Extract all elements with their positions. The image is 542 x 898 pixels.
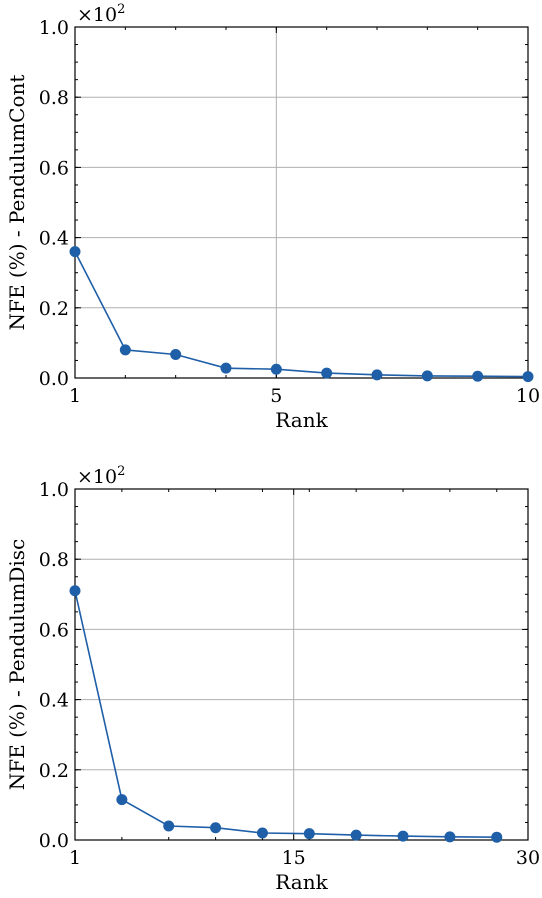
x-tick-label: 30 (516, 847, 540, 869)
data-point (472, 370, 484, 382)
x-tick-label: 5 (270, 385, 282, 407)
y-multiplier: ×102 (77, 464, 125, 488)
y-tick-label: 0.4 (39, 228, 69, 250)
data-point (522, 371, 534, 383)
data-point (163, 820, 175, 832)
chart-1: 0.0 0.2 0.4 0.6 0.8 1.0 1 5 10 ×102 Rank NFE (%) - … (5, 2, 540, 432)
x-tick-label: 10 (516, 385, 540, 407)
plot-frame (74, 488, 529, 841)
y-multiplier-exponent: 2 (117, 2, 125, 17)
plot-frame (74, 26, 529, 379)
data-point (421, 370, 433, 382)
y-axis-label: NFE (%) - PendulumCont (5, 75, 29, 331)
data-point (350, 829, 362, 841)
data-point (397, 830, 409, 842)
x-axis-label: Rank (275, 870, 328, 894)
y-tick-label: 0.6 (39, 619, 69, 641)
data-point (270, 363, 282, 375)
y-tick-label: 0.6 (39, 157, 69, 179)
y-tick-label: 0.2 (39, 298, 69, 320)
series-line (74, 590, 497, 838)
y-tick-label: 0.4 (39, 690, 69, 712)
y-tick-label: 0.8 (39, 87, 69, 109)
y-multiplier-exponent: 2 (117, 464, 125, 479)
data-point (69, 585, 81, 597)
data-point (69, 246, 81, 258)
x-axis-label: Rank (275, 408, 328, 432)
y-multiplier: ×102 (77, 2, 125, 26)
data-point (170, 348, 182, 360)
y-tick-label: 0.0 (39, 368, 69, 390)
data-point (210, 822, 222, 834)
y-tick-label: 0.0 (39, 830, 69, 852)
data-point (220, 362, 232, 374)
y-axis-label: NFE (%) - PendulumDisc (5, 539, 29, 791)
data-point (321, 367, 333, 379)
y-tick-label: 0.2 (39, 760, 69, 782)
x-tick-label: 1 (69, 847, 81, 869)
data-point (371, 369, 383, 381)
y-tick-label: 1.0 (39, 17, 69, 39)
data-point (119, 344, 131, 356)
x-tick-label: 15 (282, 847, 306, 869)
y-tick-label: 1.0 (39, 479, 69, 501)
data-point (256, 827, 268, 839)
data-point (444, 831, 456, 843)
y-tick-label: 0.8 (39, 549, 69, 571)
data-point (116, 794, 128, 806)
series-line (74, 251, 529, 378)
x-tick-label: 1 (69, 385, 81, 407)
chart-2: 0.0 0.2 0.4 0.6 0.8 1.0 1 15 30 ×102 Rank NFE (%) -… (5, 464, 540, 894)
data-point (491, 831, 503, 843)
data-point (303, 828, 315, 840)
